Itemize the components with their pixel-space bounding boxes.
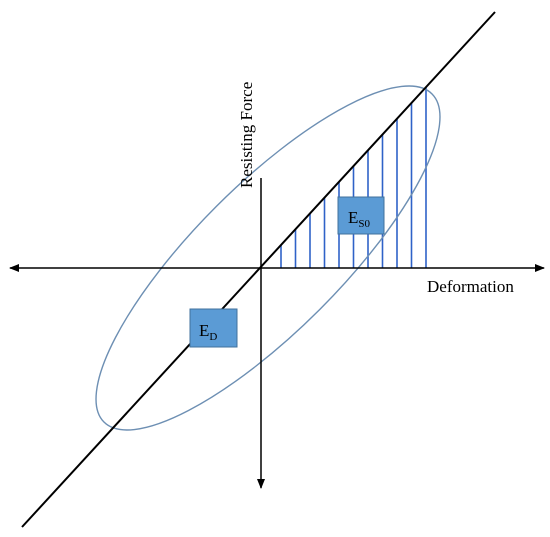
svg-text:ED: ED [199, 321, 217, 343]
x-axis-label: Deformation [427, 277, 514, 296]
svg-text:ES0: ES0 [348, 208, 371, 230]
strain-energy-label: ES0 [337, 196, 385, 235]
dissipated-energy-subscript: D [209, 331, 217, 343]
y-axis-label: Resisting Force [237, 82, 256, 188]
strain-energy-subscript: S0 [358, 218, 370, 230]
dissipated-energy-label-box [189, 308, 238, 348]
dissipated-energy-symbol: E [199, 321, 209, 340]
strain-energy-label-box [337, 196, 385, 235]
strain-energy-hatching [280, 87, 427, 268]
strain-energy-symbol: E [348, 208, 358, 227]
stiffness-line [21, 11, 496, 528]
hysteresis-loop [95, 85, 441, 431]
dissipated-energy-label: ED [189, 308, 238, 348]
